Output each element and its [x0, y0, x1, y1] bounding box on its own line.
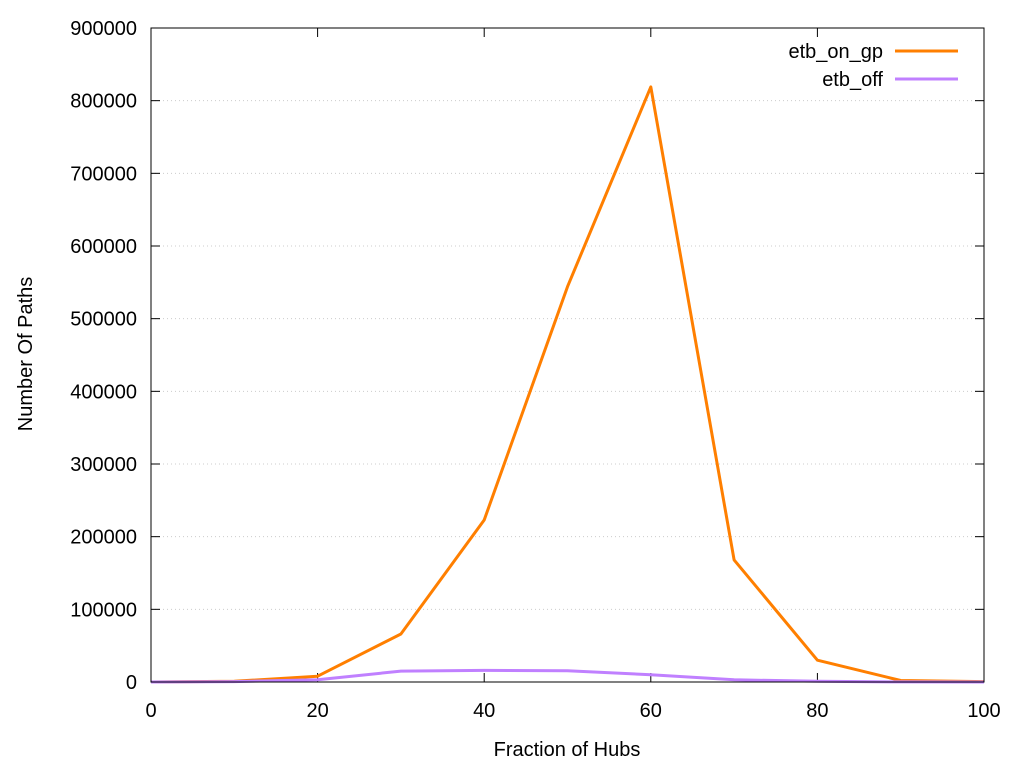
x-tick-label: 0: [145, 700, 156, 722]
y-tick-label: 800000: [70, 91, 137, 113]
y-tick-label: 400000: [70, 381, 137, 403]
y-axis-label: Number Of Paths: [15, 277, 37, 432]
y-tick-label: 200000: [70, 527, 137, 549]
x-axis-label: Fraction of Hubs: [494, 739, 641, 761]
tick-labels: 0 100000 200000 300000 400000 500000 600000 700…: [70, 18, 1000, 722]
y-tick-label: 600000: [70, 236, 137, 258]
y-tick-label: 900000: [70, 18, 137, 40]
plot-frame: [150, 27, 985, 683]
legend-label: etb_on_gp: [788, 41, 883, 63]
series-line-etb-off: [150, 668, 985, 684]
y-tick-label: 500000: [70, 309, 137, 331]
legend-label: etb_off: [822, 69, 883, 91]
legend: etb_on_gp etb_off: [788, 41, 958, 91]
y-tick-label: 300000: [70, 454, 137, 476]
series-lines: [150, 85, 985, 684]
grid-lines: [151, 100, 984, 610]
y-tick-label: 0: [126, 672, 137, 694]
x-tick-label: 60: [640, 700, 662, 722]
y-tick-label: 100000: [70, 599, 137, 621]
x-tick-label: 20: [306, 700, 328, 722]
y-tick-label: 700000: [70, 163, 137, 185]
axis-ticks: [150, 27, 985, 683]
x-tick-label: 40: [473, 700, 495, 722]
x-tick-label: 80: [806, 700, 828, 722]
series-line-etb-on-gp: [150, 85, 985, 684]
x-tick-label: 100: [967, 700, 1000, 722]
